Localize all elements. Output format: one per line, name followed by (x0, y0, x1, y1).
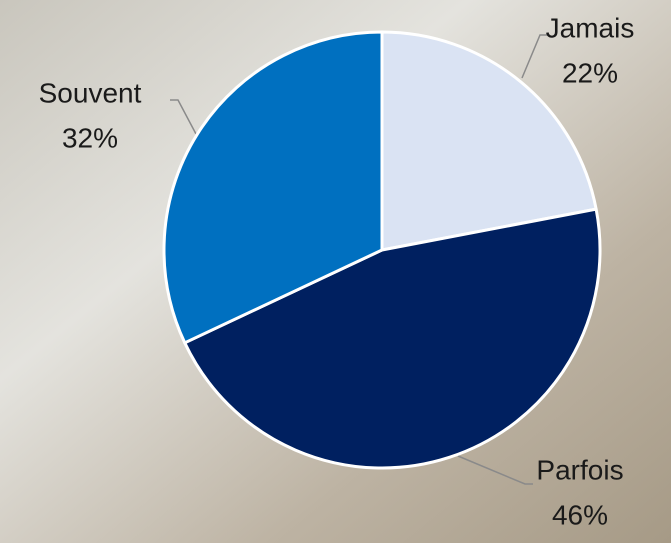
value-label: 46% (552, 499, 608, 530)
pie-slice (380, 30, 598, 252)
category-label: Souvent (39, 77, 142, 108)
value-label: 32% (62, 122, 118, 153)
value-label: 22% (562, 57, 618, 88)
category-label: Jamais (546, 12, 635, 43)
pie-slice (183, 207, 602, 470)
category-label: Parfois (536, 454, 623, 485)
pie-slice (162, 30, 384, 345)
leader-lines (170, 34, 548, 485)
